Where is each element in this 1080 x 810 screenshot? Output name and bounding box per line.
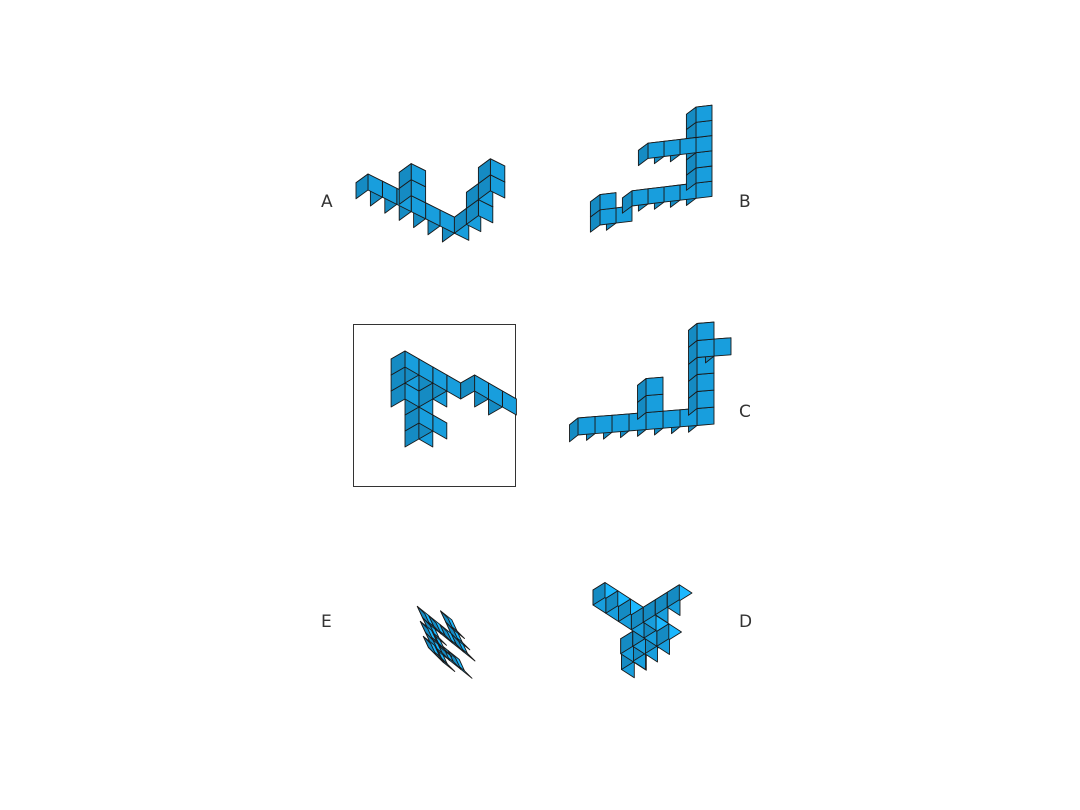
option-label-a: A (321, 192, 333, 212)
cube (637, 140, 665, 167)
reference-shape (390, 350, 517, 448)
cube-face (355, 173, 369, 200)
cube-face (695, 180, 713, 199)
cube-face (695, 135, 713, 154)
cube (477, 158, 506, 185)
cube-face (589, 194, 601, 218)
cube-face (685, 106, 697, 130)
cube-face (569, 417, 579, 443)
cube-face (594, 414, 613, 435)
cube-face (666, 584, 680, 608)
cube-face (440, 610, 454, 630)
cube-face (663, 138, 681, 157)
cube-face (419, 620, 434, 641)
cube (398, 163, 427, 189)
cube-face (645, 410, 664, 431)
cube-face (695, 165, 713, 184)
cube (390, 350, 420, 376)
option-b-shape[interactable] (570, 104, 720, 280)
cube (637, 376, 664, 403)
cube-face (645, 376, 664, 397)
cube-face (501, 390, 517, 416)
cube (688, 338, 715, 365)
option-a-shape[interactable] (340, 120, 530, 270)
cube (685, 165, 713, 191)
cube-face (621, 190, 633, 214)
option-d-shape[interactable] (565, 555, 725, 679)
cube-face (647, 186, 665, 205)
cube (440, 610, 465, 639)
cube-face (432, 414, 448, 440)
cube (688, 355, 715, 382)
cube-face (631, 188, 649, 207)
cube-face (390, 350, 406, 376)
cube-face (663, 184, 681, 203)
cube-face (422, 635, 437, 656)
cube-face (696, 389, 715, 409)
cube-face (647, 140, 665, 159)
cube-face (645, 393, 664, 414)
cube-face (577, 416, 596, 436)
cube-face (713, 337, 732, 357)
option-label-b: B (739, 192, 751, 212)
cube-face (637, 142, 649, 167)
option-label-c: C (739, 402, 751, 422)
cube (355, 173, 383, 200)
cube (422, 635, 448, 665)
cube-face (599, 192, 617, 211)
cube (419, 620, 445, 650)
cube-face (696, 338, 715, 358)
cube (685, 104, 713, 130)
cube (460, 374, 489, 400)
cube (688, 389, 715, 416)
cube (592, 582, 619, 614)
cube-face (599, 207, 617, 226)
cube (666, 584, 693, 616)
cube-face (679, 137, 697, 156)
option-c-shape[interactable] (560, 321, 732, 470)
cube (416, 605, 442, 635)
cube-face (637, 378, 647, 403)
cube-face (662, 409, 681, 429)
cube-face (446, 374, 462, 400)
cube-face (688, 323, 698, 348)
cube-face (460, 374, 476, 400)
option-e-shape[interactable] (370, 545, 500, 685)
option-label-e: E (321, 612, 332, 632)
cube-face (696, 406, 715, 426)
cube (569, 416, 596, 443)
cube-face (416, 605, 431, 626)
cube-face (477, 158, 491, 185)
cube-face (695, 104, 713, 123)
cube (621, 188, 649, 214)
cube (589, 192, 617, 218)
cube-face (696, 321, 715, 341)
cube-face (611, 413, 630, 433)
cube-face (592, 582, 606, 606)
cube-face (695, 150, 713, 169)
cube (685, 150, 713, 176)
cube-face (696, 372, 715, 392)
option-label-d: D (739, 612, 753, 632)
cube (688, 321, 715, 348)
cube-face (398, 163, 412, 189)
cube-face (695, 119, 713, 138)
